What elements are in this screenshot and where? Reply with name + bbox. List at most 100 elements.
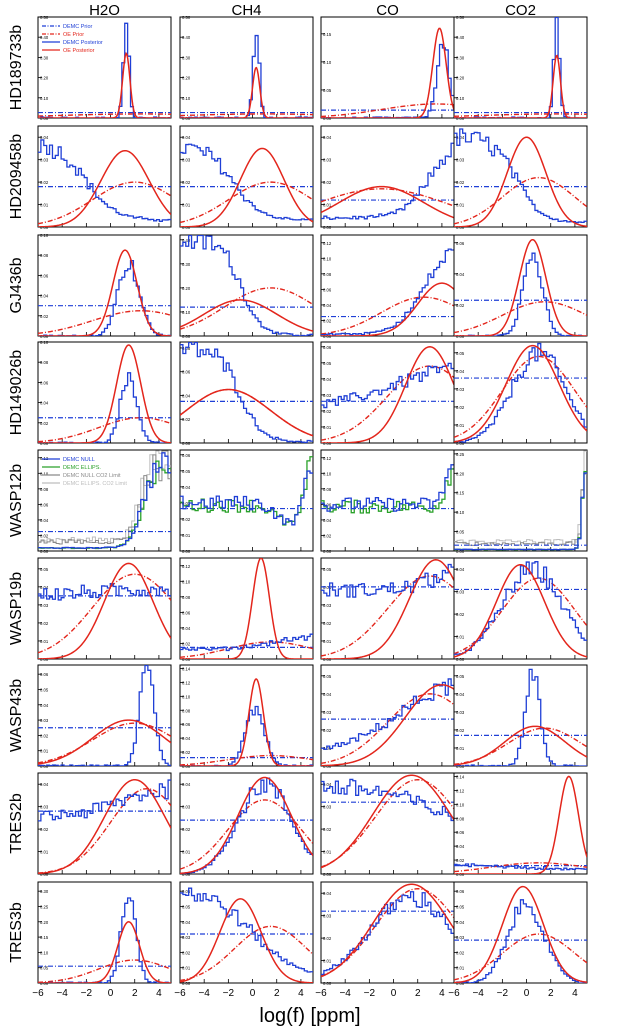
y-tick-label: 0.04 — [323, 692, 332, 697]
oe-posterior-curve — [454, 885, 587, 983]
y-tick-label: 0.08 — [323, 272, 332, 277]
legend-label: DEMC NULL — [63, 457, 95, 463]
y-tick-label: 0.04 — [323, 135, 332, 140]
x-tick-label: −4 — [472, 988, 484, 999]
y-tick-label: 0.00 — [40, 872, 49, 877]
y-tick-label: 0.10 — [323, 60, 332, 65]
panel-wasp43b-co2: 0.00 0.01 0.02 0.03 0.04 0.05 — [453, 664, 588, 769]
y-tick-label: 0.00 — [323, 872, 332, 877]
y-tick-label: 0.00 — [40, 657, 49, 662]
y-tick-label: 0.00 — [182, 657, 191, 662]
oe-posterior-curve — [454, 563, 587, 658]
oe-prior-curve — [38, 181, 171, 225]
panel-plot-area — [321, 346, 454, 443]
x-tick-label: −4 — [198, 988, 210, 999]
oe-posterior-curve — [321, 774, 454, 869]
row-label-hd189733b: HD189733b — [8, 25, 25, 111]
y-tick-label: 0.00 — [182, 334, 191, 339]
panel-hd209458b-ch4: 0.00 0.01 0.02 0.03 0.04 — [179, 125, 314, 230]
y-tick-label: 0.04 — [456, 272, 465, 277]
legend-label: OE Prior — [63, 32, 84, 38]
panel-gj436b-co: 0.00 0.02 0.04 0.06 0.08 0.10 0.12 — [320, 234, 455, 339]
y-tick-label: 0.10 — [40, 96, 49, 101]
oe-prior-curve — [321, 693, 454, 765]
y-tick-label: 0.06 — [40, 380, 49, 385]
y-tick-label: 0.02 — [40, 827, 49, 832]
panel-frame — [37, 664, 172, 767]
oe-prior-curve — [38, 959, 171, 983]
y-tick-label: 0.10 — [323, 256, 332, 261]
y-tick-label: 0.00 — [40, 764, 49, 769]
y-tick-label: 0.04 — [182, 393, 191, 398]
y-tick-label: 0.01 — [40, 850, 49, 855]
panel-frame — [179, 341, 314, 444]
y-tick-label: 0.05 — [40, 567, 49, 572]
x-tick-label: 0 — [250, 988, 256, 999]
y-tick-label: 0.02 — [40, 180, 49, 185]
demc-posterior-histogram — [321, 248, 454, 336]
y-tick-label: 0.06 — [182, 453, 191, 458]
panel-frame — [453, 881, 588, 984]
x-axis-label: log(f) [ppm] — [259, 1005, 360, 1027]
oe-posterior-curve — [454, 54, 587, 118]
panel-frame — [37, 341, 172, 444]
oe-posterior-curve — [38, 778, 171, 874]
y-tick-label: 0.00 — [182, 441, 191, 446]
y-tick-label: 0.30 — [456, 55, 465, 60]
y-tick-label: 0.03 — [182, 935, 191, 940]
panel-frame — [179, 664, 314, 767]
x-tick-label: 4 — [439, 988, 445, 999]
panel-frame — [37, 449, 172, 552]
oe-posterior-curve — [454, 775, 587, 874]
y-tick-label: 0.01 — [456, 203, 465, 208]
y-tick-label: 0.00 — [323, 981, 332, 986]
oe-posterior-curve — [38, 344, 171, 443]
y-tick-label: 0.03 — [323, 603, 332, 608]
panel-plot-area — [180, 887, 313, 983]
y-tick-label: 0.40 — [182, 238, 191, 243]
y-tick-label: 0.05 — [323, 88, 332, 93]
y-tick-label: 0.00 — [40, 981, 49, 986]
panel-frame — [37, 772, 172, 875]
panel-plot-area — [321, 248, 454, 336]
legend-label: DEMC ELLIPS. CO2 Limit — [63, 481, 127, 487]
y-tick-label: 0.40 — [456, 35, 465, 40]
y-tick-label: 0.01 — [40, 639, 49, 644]
y-tick-label: 0.06 — [456, 241, 465, 246]
panel-frame — [37, 881, 172, 984]
y-tick-label: 0.04 — [40, 518, 49, 523]
column-header-co: CO — [376, 2, 399, 19]
row-label-wasp19b: WASP19b — [8, 572, 25, 645]
panel-wasp12b-h2o: 0.000.020.040.060.080.100.12 DEMC NULLDEM… — [37, 449, 172, 554]
y-tick-label: 0.04 — [456, 369, 465, 374]
x-tick-label: 4 — [298, 988, 304, 999]
x-tick-label: −6 — [174, 988, 186, 999]
y-tick-label: 0.02 — [323, 533, 332, 538]
y-tick-label: 0.03 — [182, 805, 191, 810]
y-tick-label: 0.02 — [456, 950, 465, 955]
y-tick-label: 0.06 — [182, 889, 191, 894]
oe-posterior-curve — [454, 725, 587, 766]
oe-posterior-curve — [321, 883, 454, 978]
y-tick-label: 0.50 — [40, 15, 49, 20]
y-tick-label: 0.00 — [323, 441, 332, 446]
y-tick-label: 0.02 — [182, 517, 191, 522]
y-tick-label: 0.08 — [40, 253, 49, 258]
y-tick-label: 0.05 — [40, 687, 49, 692]
y-tick-label: 0.00 — [456, 116, 465, 121]
panel-wasp19b-co2: 0.00 0.01 0.02 0.03 0.04 — [453, 557, 588, 662]
x-tick-label: 0 — [524, 988, 530, 999]
x-tick-label: −2 — [223, 988, 235, 999]
y-tick-label: 0.00 — [323, 657, 332, 662]
y-tick-label: 0.12 — [323, 241, 332, 246]
column-headers: H2O CH4 CO CO2 — [89, 2, 536, 19]
demc-posterior-histogram — [321, 142, 454, 220]
y-tick-label: 0.03 — [323, 805, 332, 810]
y-tick-label: 0.08 — [323, 487, 332, 492]
y-tick-label: 0.15 — [323, 32, 332, 37]
oe-prior-curve — [454, 862, 587, 873]
panel-plot-area — [321, 678, 454, 766]
oe-prior-curve — [321, 575, 454, 657]
oe-prior-curve — [180, 641, 313, 658]
panel-tres2b-ch4: 0.00 0.01 0.02 0.03 0.04 — [179, 772, 314, 877]
